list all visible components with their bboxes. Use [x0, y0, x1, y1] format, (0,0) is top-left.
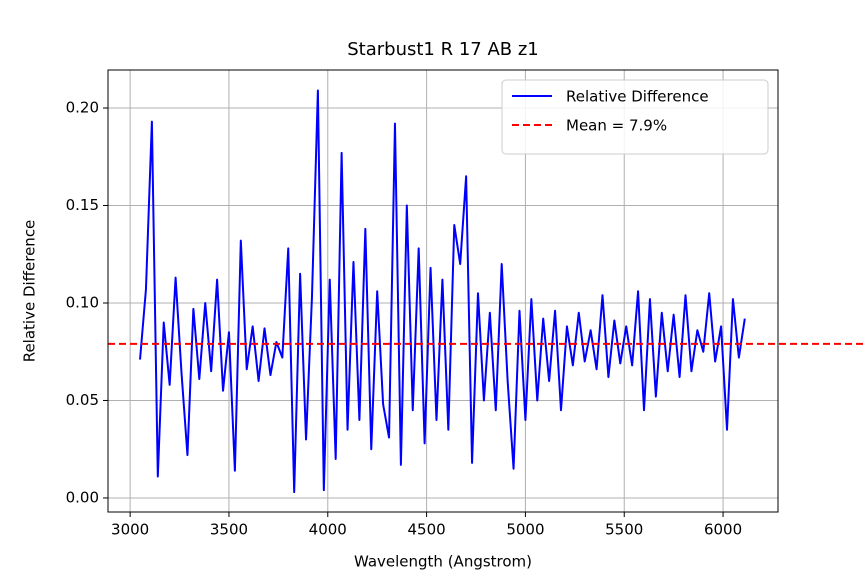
data-line	[139, 89, 746, 494]
chart-title: Starbust1 R 17 AB z1	[347, 39, 539, 60]
x-tick-label: 5000	[506, 521, 544, 539]
x-tick-label: 3000	[111, 521, 149, 539]
y-tick-label: 0.00	[66, 488, 99, 506]
y-axis-label: Relative Difference	[21, 220, 39, 363]
x-tick-label: 4000	[309, 521, 347, 539]
y-tick-label: 0.20	[66, 99, 99, 117]
y-tick-label: 0.10	[66, 293, 99, 311]
y-tick-label: 0.05	[66, 391, 99, 409]
y-tick-label: 0.15	[66, 196, 99, 214]
x-tick-label: 3500	[210, 521, 248, 539]
x-tick-label: 5500	[605, 521, 643, 539]
legend-box	[501, 79, 769, 155]
plot-frame	[107, 69, 779, 513]
x-axis-label: Wavelength (Angstrom)	[354, 553, 532, 571]
legend-label: Mean = 7.9%	[566, 117, 667, 135]
x-tick-label: 4500	[408, 521, 446, 539]
x-tick-label: 6000	[704, 521, 742, 539]
legend-label: Relative Difference	[566, 88, 709, 106]
